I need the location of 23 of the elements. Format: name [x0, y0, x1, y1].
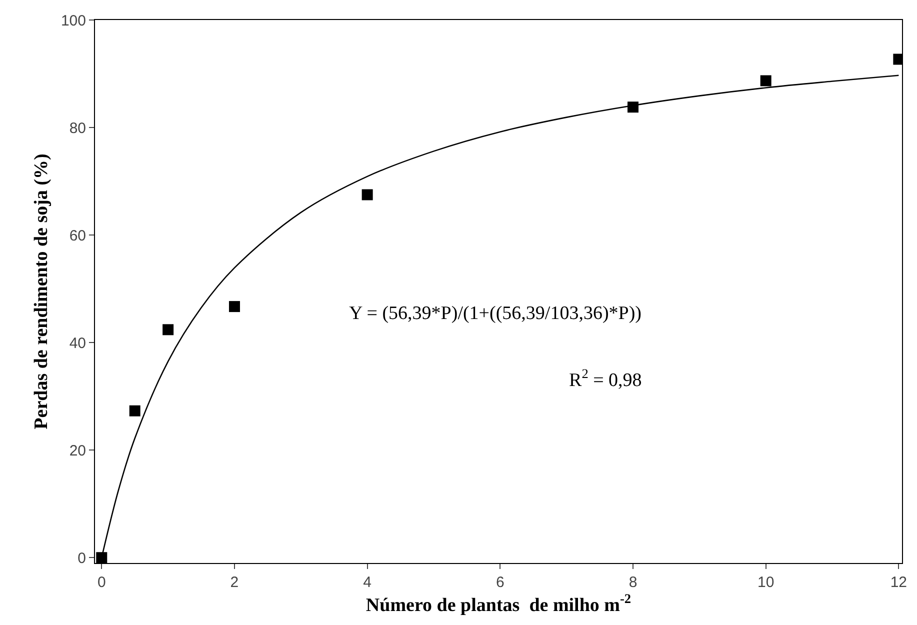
x-tick-label: 10 — [757, 574, 774, 591]
point — [228, 301, 240, 312]
x-axis-title: Número de plantas de milho m$^{-2}$ — [366, 591, 632, 616]
x-tick-label: 8 — [628, 574, 638, 591]
y-tick-label: 60 — [69, 227, 86, 244]
point — [362, 189, 373, 200]
annotation: Y = (56,39*P)/(1+((56,39/103,36)*P)) — [349, 303, 642, 324]
point — [162, 324, 174, 336]
y-tick-label: 100 — [60, 12, 86, 30]
x-tick-label: 0 — [97, 574, 106, 591]
x-tick-label: 4 — [363, 574, 372, 591]
point — [96, 552, 108, 563]
y-axis-title: Perdas de rendimento de soja (%) — [30, 154, 52, 430]
point — [129, 405, 140, 416]
point — [760, 75, 772, 86]
y-tick-label: 20 — [69, 442, 86, 460]
y-tick-label: 80 — [69, 120, 86, 137]
x-tick-label: 6 — [496, 574, 504, 591]
y-tick-label: 0 — [78, 550, 86, 567]
y-tick-label: 40 — [69, 334, 86, 352]
annotation: R$^{2}$ = 0,98 — [569, 366, 642, 391]
x-tick-label: 12 — [890, 574, 908, 591]
x-tick-label: 2 — [230, 574, 239, 591]
